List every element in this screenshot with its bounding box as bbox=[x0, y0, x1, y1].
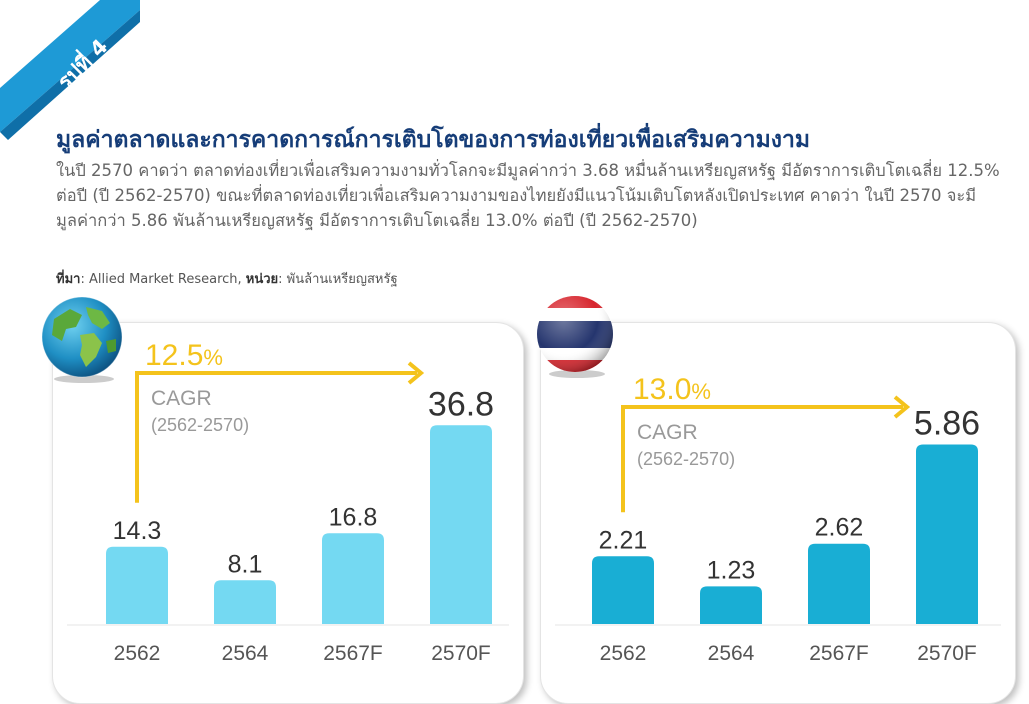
cagr-percent: % bbox=[203, 345, 223, 370]
cagr-arrow-line bbox=[621, 405, 903, 513]
cagr-number: 12.5 bbox=[145, 339, 203, 372]
world-chart-panel: 12.5% CAGR (2562-2570) 14.3 2562 8.1 2564 16.8 2… bbox=[52, 322, 524, 704]
bar-value-label: 36.8 bbox=[428, 385, 494, 423]
world-bar-chart: 12.5% CAGR (2562-2570) 14.3 2562 8.1 2564 16.8 2… bbox=[67, 339, 509, 665]
source-line: ที่มา: Allied Market Research, หน่วย: พั… bbox=[56, 268, 398, 289]
category-label: 2562 bbox=[114, 642, 161, 665]
cagr-arrow-line bbox=[135, 371, 417, 503]
thailand-bar-chart: 13.0% CAGR (2562-2570) 2.21 2562 1.23 2564 2.62… bbox=[555, 373, 1001, 665]
source-label: ที่มา bbox=[56, 272, 81, 287]
bar-value-label: 2.62 bbox=[815, 514, 864, 542]
cagr-value: 13.0% bbox=[633, 373, 711, 406]
cagr-label: CAGR bbox=[151, 387, 212, 410]
category-label: 2562 bbox=[600, 642, 647, 665]
category-label: 2570F bbox=[917, 642, 977, 665]
category-label: 2567F bbox=[323, 642, 383, 665]
bar-value-label: 1.23 bbox=[707, 556, 756, 584]
cagr-label: CAGR bbox=[637, 421, 698, 444]
cagr-value: 12.5% bbox=[145, 339, 223, 372]
bar-value-label: 8.1 bbox=[228, 550, 263, 578]
bar-value-label: 14.3 bbox=[113, 517, 162, 545]
bar bbox=[106, 546, 168, 624]
cagr-period: (2562-2570) bbox=[151, 415, 249, 435]
bar bbox=[592, 556, 654, 624]
unit-label: หน่วย bbox=[245, 272, 279, 287]
unit-text: : พันล้านเหรียญสหรัฐ bbox=[278, 272, 398, 287]
category-label: 2567F bbox=[809, 642, 869, 665]
cagr-percent: % bbox=[691, 379, 711, 404]
bar bbox=[430, 425, 492, 624]
page-title: มูลค่าตลาดและการคาดการณ์การเติบโตของการท… bbox=[56, 127, 811, 153]
bar-value-label: 2.21 bbox=[599, 526, 648, 554]
cagr-number: 13.0 bbox=[633, 373, 691, 406]
bar bbox=[916, 444, 978, 624]
bar-value-label: 5.86 bbox=[914, 404, 980, 442]
ribbon-shape bbox=[0, 0, 140, 140]
cagr-period: (2562-2570) bbox=[637, 449, 735, 469]
bar bbox=[700, 586, 762, 624]
thai-flag-icon bbox=[537, 296, 613, 378]
globe-icon bbox=[41, 296, 123, 383]
bar bbox=[214, 580, 276, 624]
bar bbox=[322, 533, 384, 624]
description-text: ในปี 2570 คาดว่า ตลาดท่องเที่ยวเพื่อเสริ… bbox=[56, 161, 1000, 230]
cagr-arrow-head bbox=[893, 395, 911, 419]
category-label: 2570F bbox=[431, 642, 491, 665]
thailand-chart-panel: 13.0% CAGR (2562-2570) 2.21 2562 1.23 2564 2.62… bbox=[540, 322, 1016, 704]
bar bbox=[808, 543, 870, 624]
figure-number-badge: รูปที่ 4 bbox=[0, 0, 150, 150]
category-label: 2564 bbox=[222, 642, 269, 665]
category-label: 2564 bbox=[708, 642, 755, 665]
cagr-arrow-head bbox=[407, 361, 425, 385]
source-text: : Allied Market Research, bbox=[80, 272, 246, 287]
bar-value-label: 16.8 bbox=[329, 503, 378, 531]
